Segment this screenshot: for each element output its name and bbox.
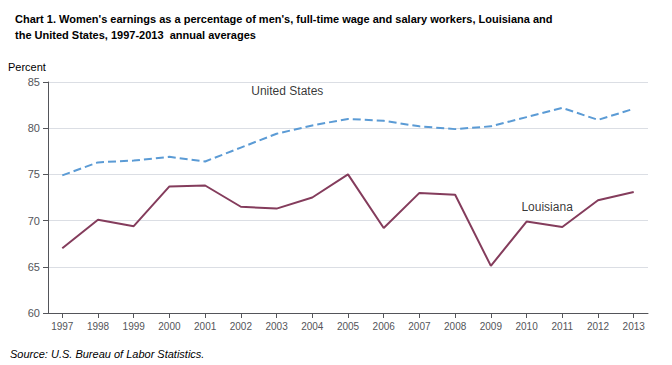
svg-text:2002: 2002 [230,321,253,332]
svg-text:70: 70 [28,215,40,227]
svg-text:1998: 1998 [87,321,110,332]
svg-text:Louisiana: Louisiana [521,200,573,214]
svg-text:Chart 1. Women's earnings as a: Chart 1. Women's earnings as a percentag… [15,13,552,25]
svg-text:United States: United States [251,84,323,98]
svg-text:1999: 1999 [123,321,146,332]
svg-text:2005: 2005 [337,321,360,332]
svg-text:60: 60 [28,307,40,319]
svg-text:2010: 2010 [515,321,538,332]
svg-text:75: 75 [28,168,40,180]
svg-text:2008: 2008 [444,321,467,332]
svg-text:the United States, 1997-2013: the United States, 1997-2013 annual aver… [15,29,256,41]
svg-text:1997: 1997 [51,321,74,332]
svg-text:2013: 2013 [623,321,646,332]
svg-text:2007: 2007 [408,321,431,332]
svg-text:2003: 2003 [265,321,288,332]
svg-text:2000: 2000 [158,321,181,332]
svg-text:2001: 2001 [194,321,217,332]
svg-text:2012: 2012 [587,321,610,332]
svg-text:80: 80 [28,122,40,134]
svg-text:65: 65 [28,261,40,273]
svg-text:2004: 2004 [301,321,324,332]
svg-text:Source: U.S. Bureau of Labor S: Source: U.S. Bureau of Labor Statistics. [10,348,204,360]
svg-text:2006: 2006 [373,321,396,332]
svg-text:85: 85 [28,76,40,88]
svg-text:2011: 2011 [552,321,574,332]
svg-text:Percent: Percent [8,61,46,73]
svg-text:2009: 2009 [480,321,503,332]
